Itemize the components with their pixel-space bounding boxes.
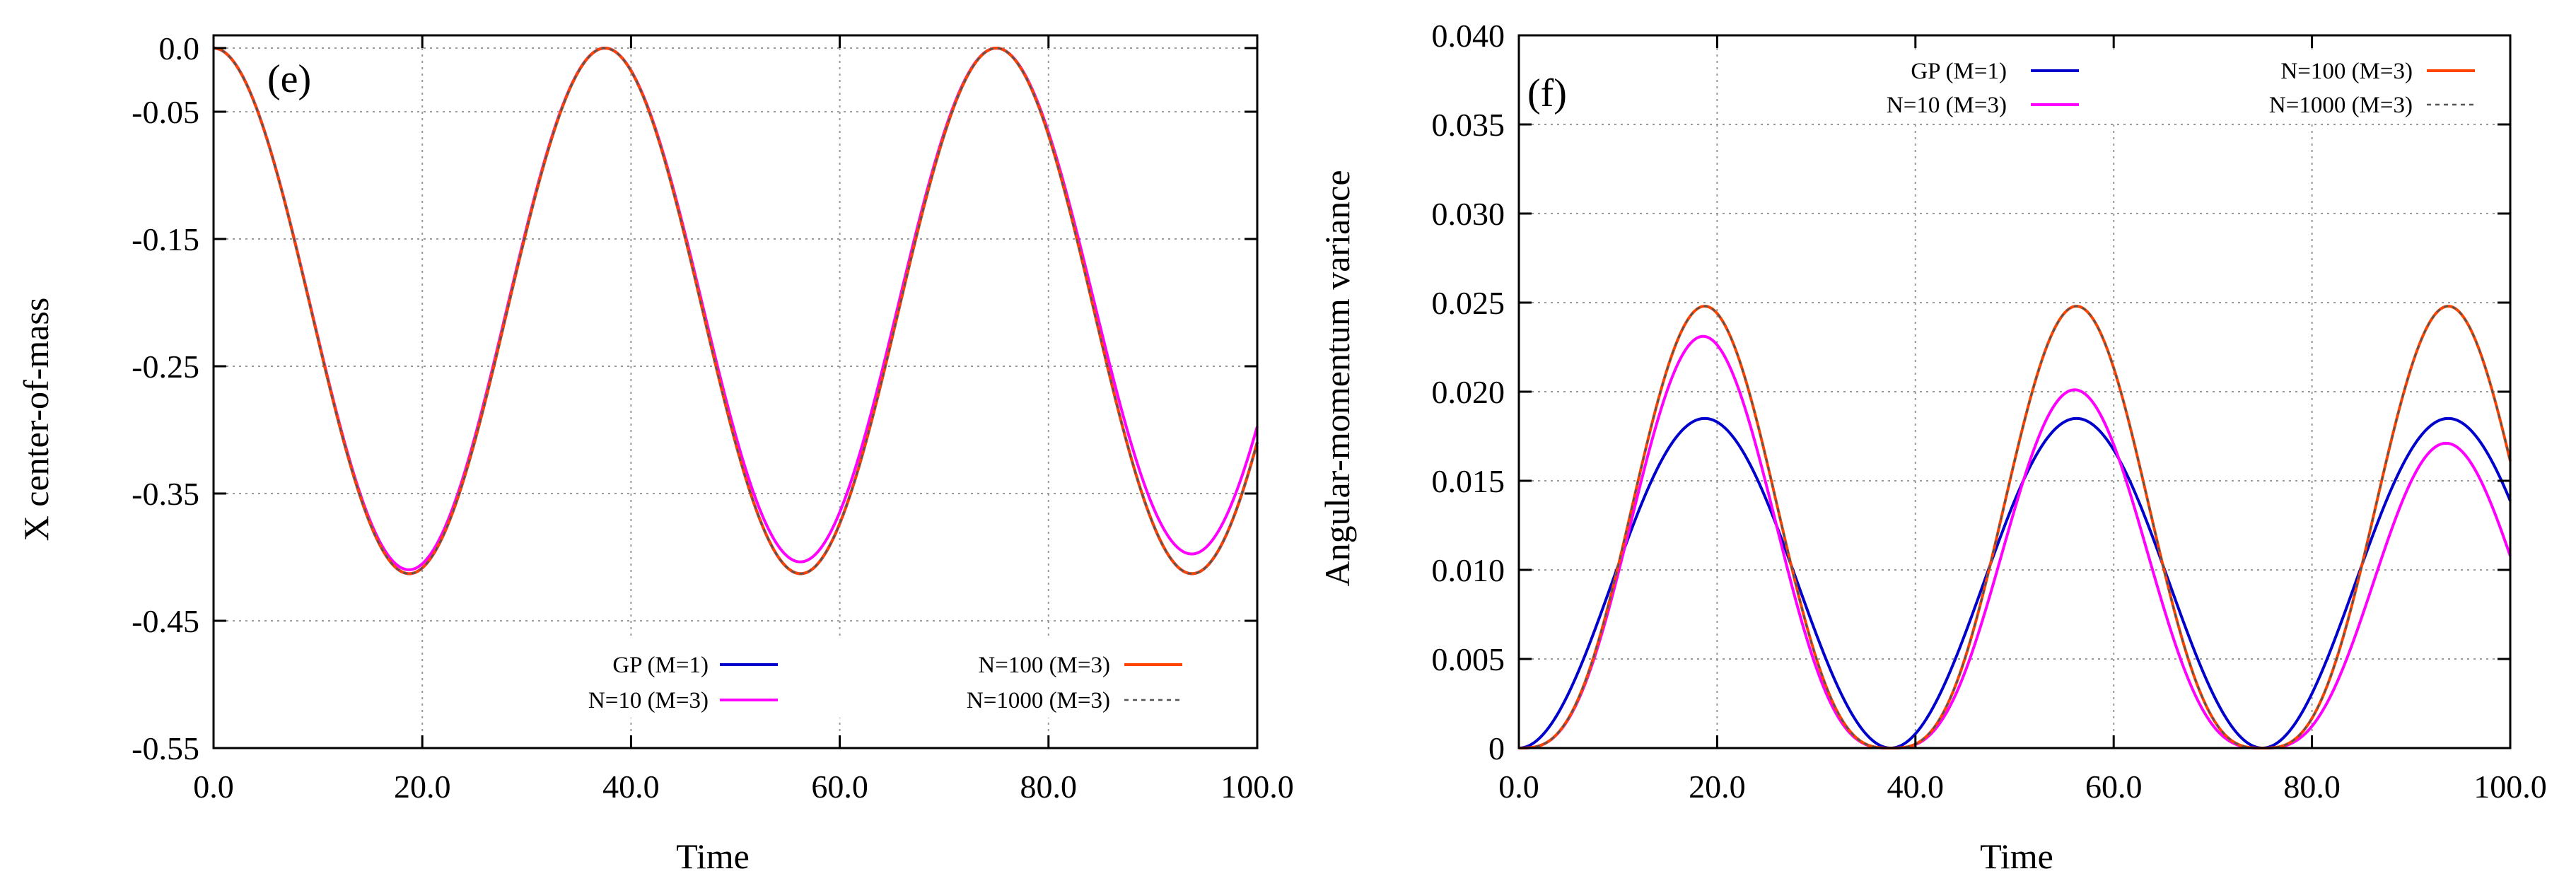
y-tick-label: -0.35 <box>132 476 199 512</box>
x-tick-label: 20.0 <box>394 769 451 805</box>
panel-f-legend: GP (M=1) N=10 (M=3) N=100 (M=3) N=1000 (M=3… <box>1853 49 2496 120</box>
y-tick-label: 0.0 <box>159 30 200 66</box>
legend-entry-label: N=100 (M=3) <box>2280 59 2413 84</box>
legend-entry-label: N=1000 (M=3) <box>967 688 1110 713</box>
series-line-1 <box>213 47 1259 571</box>
panel-e-grid <box>214 35 1257 748</box>
y-tick-label: 0.040 <box>1432 18 1505 54</box>
panel-e-y-axis-label: X center-of-mass <box>16 298 56 542</box>
plot-frame <box>212 34 1259 749</box>
x-tick-label: 100.0 <box>2473 769 2547 805</box>
panel-f: 0.0 20.0 40.0 60.0 80.0 100.0 0 0.005 0.010 0.01… <box>1317 18 2547 876</box>
x-tick-label: 0.0 <box>193 769 234 805</box>
legend-entry-label: N=1000 (M=3) <box>2269 93 2413 118</box>
panel-e: 0.0 20.0 40.0 60.0 80.0 100.0 0.0 -0.05 -0.15 -0… <box>16 30 1294 876</box>
y-tick-label: -0.05 <box>132 94 199 130</box>
panel-e-label: (e) <box>267 57 311 101</box>
y-tick-label: 0.010 <box>1432 552 1505 588</box>
y-tick-label: 0.020 <box>1432 374 1505 410</box>
panel-f-series <box>1518 305 2512 749</box>
y-tick-label: 0.025 <box>1432 285 1505 321</box>
x-tick-label: 0.0 <box>1498 769 1539 805</box>
legend-background <box>1853 49 2496 120</box>
series-line-3 <box>213 47 1259 575</box>
panel-f-x-axis-label: Time <box>1980 836 2053 876</box>
panel-f-grid <box>1519 35 2510 748</box>
panel-e-y-ticks: 0.0 -0.05 -0.15 -0.25 -0.35 -0.45 -0.55 <box>132 30 1257 766</box>
x-tick-label: 40.0 <box>602 769 660 805</box>
legend-entry-label: GP (M=1) <box>612 653 709 678</box>
legend-entry-label: GP (M=1) <box>1911 59 2007 84</box>
legend-entry-label: N=100 (M=3) <box>978 653 1110 678</box>
legend-background <box>559 640 1223 718</box>
panel-f-y-ticks: 0 0.005 0.010 0.015 0.020 0.025 0.030 0.035 0.04… <box>1432 18 2510 766</box>
y-tick-label: 0.035 <box>1432 107 1505 143</box>
panel-e-x-ticks: 0.0 20.0 40.0 60.0 80.0 100.0 <box>193 35 1294 805</box>
y-tick-label: -0.55 <box>132 730 199 766</box>
y-tick-label: 0 <box>1488 730 1505 766</box>
legend-entry-label: N=10 (M=3) <box>588 688 709 713</box>
panel-e-legend: GP (M=1) N=10 (M=3) N=100 (M=3) N=1000 (M=3… <box>559 640 1223 718</box>
y-tick-label: 0.005 <box>1432 641 1505 677</box>
x-tick-label: 100.0 <box>1220 769 1294 805</box>
panel-f-x-ticks: 0.0 20.0 40.0 60.0 80.0 100.0 <box>1498 35 2547 805</box>
series-line-0 <box>1518 416 2512 749</box>
series-line-3 <box>1519 305 2512 749</box>
y-tick-label: -0.25 <box>132 349 199 385</box>
x-tick-label: 60.0 <box>811 769 868 805</box>
legend-entry-label: N=10 (M=3) <box>1887 93 2007 118</box>
series-line-1 <box>1519 334 2512 749</box>
panel-f-label: (f) <box>1527 71 1567 115</box>
panel-e-series <box>213 47 1259 576</box>
y-tick-label: 0.015 <box>1432 463 1505 499</box>
x-tick-label: 80.0 <box>2283 769 2341 805</box>
y-tick-label: 0.030 <box>1432 196 1505 232</box>
x-tick-label: 20.0 <box>1689 769 1746 805</box>
y-tick-label: -0.45 <box>132 603 199 639</box>
x-tick-label: 40.0 <box>1887 769 1945 805</box>
y-tick-label: -0.15 <box>132 221 199 257</box>
panel-f-y-axis-label: Angular-momentum variance <box>1317 170 1357 586</box>
x-tick-label: 60.0 <box>2085 769 2143 805</box>
panel-e-x-axis-label: Time <box>676 836 750 876</box>
x-tick-label: 80.0 <box>1020 769 1078 805</box>
panel-e-frame <box>212 34 1259 749</box>
